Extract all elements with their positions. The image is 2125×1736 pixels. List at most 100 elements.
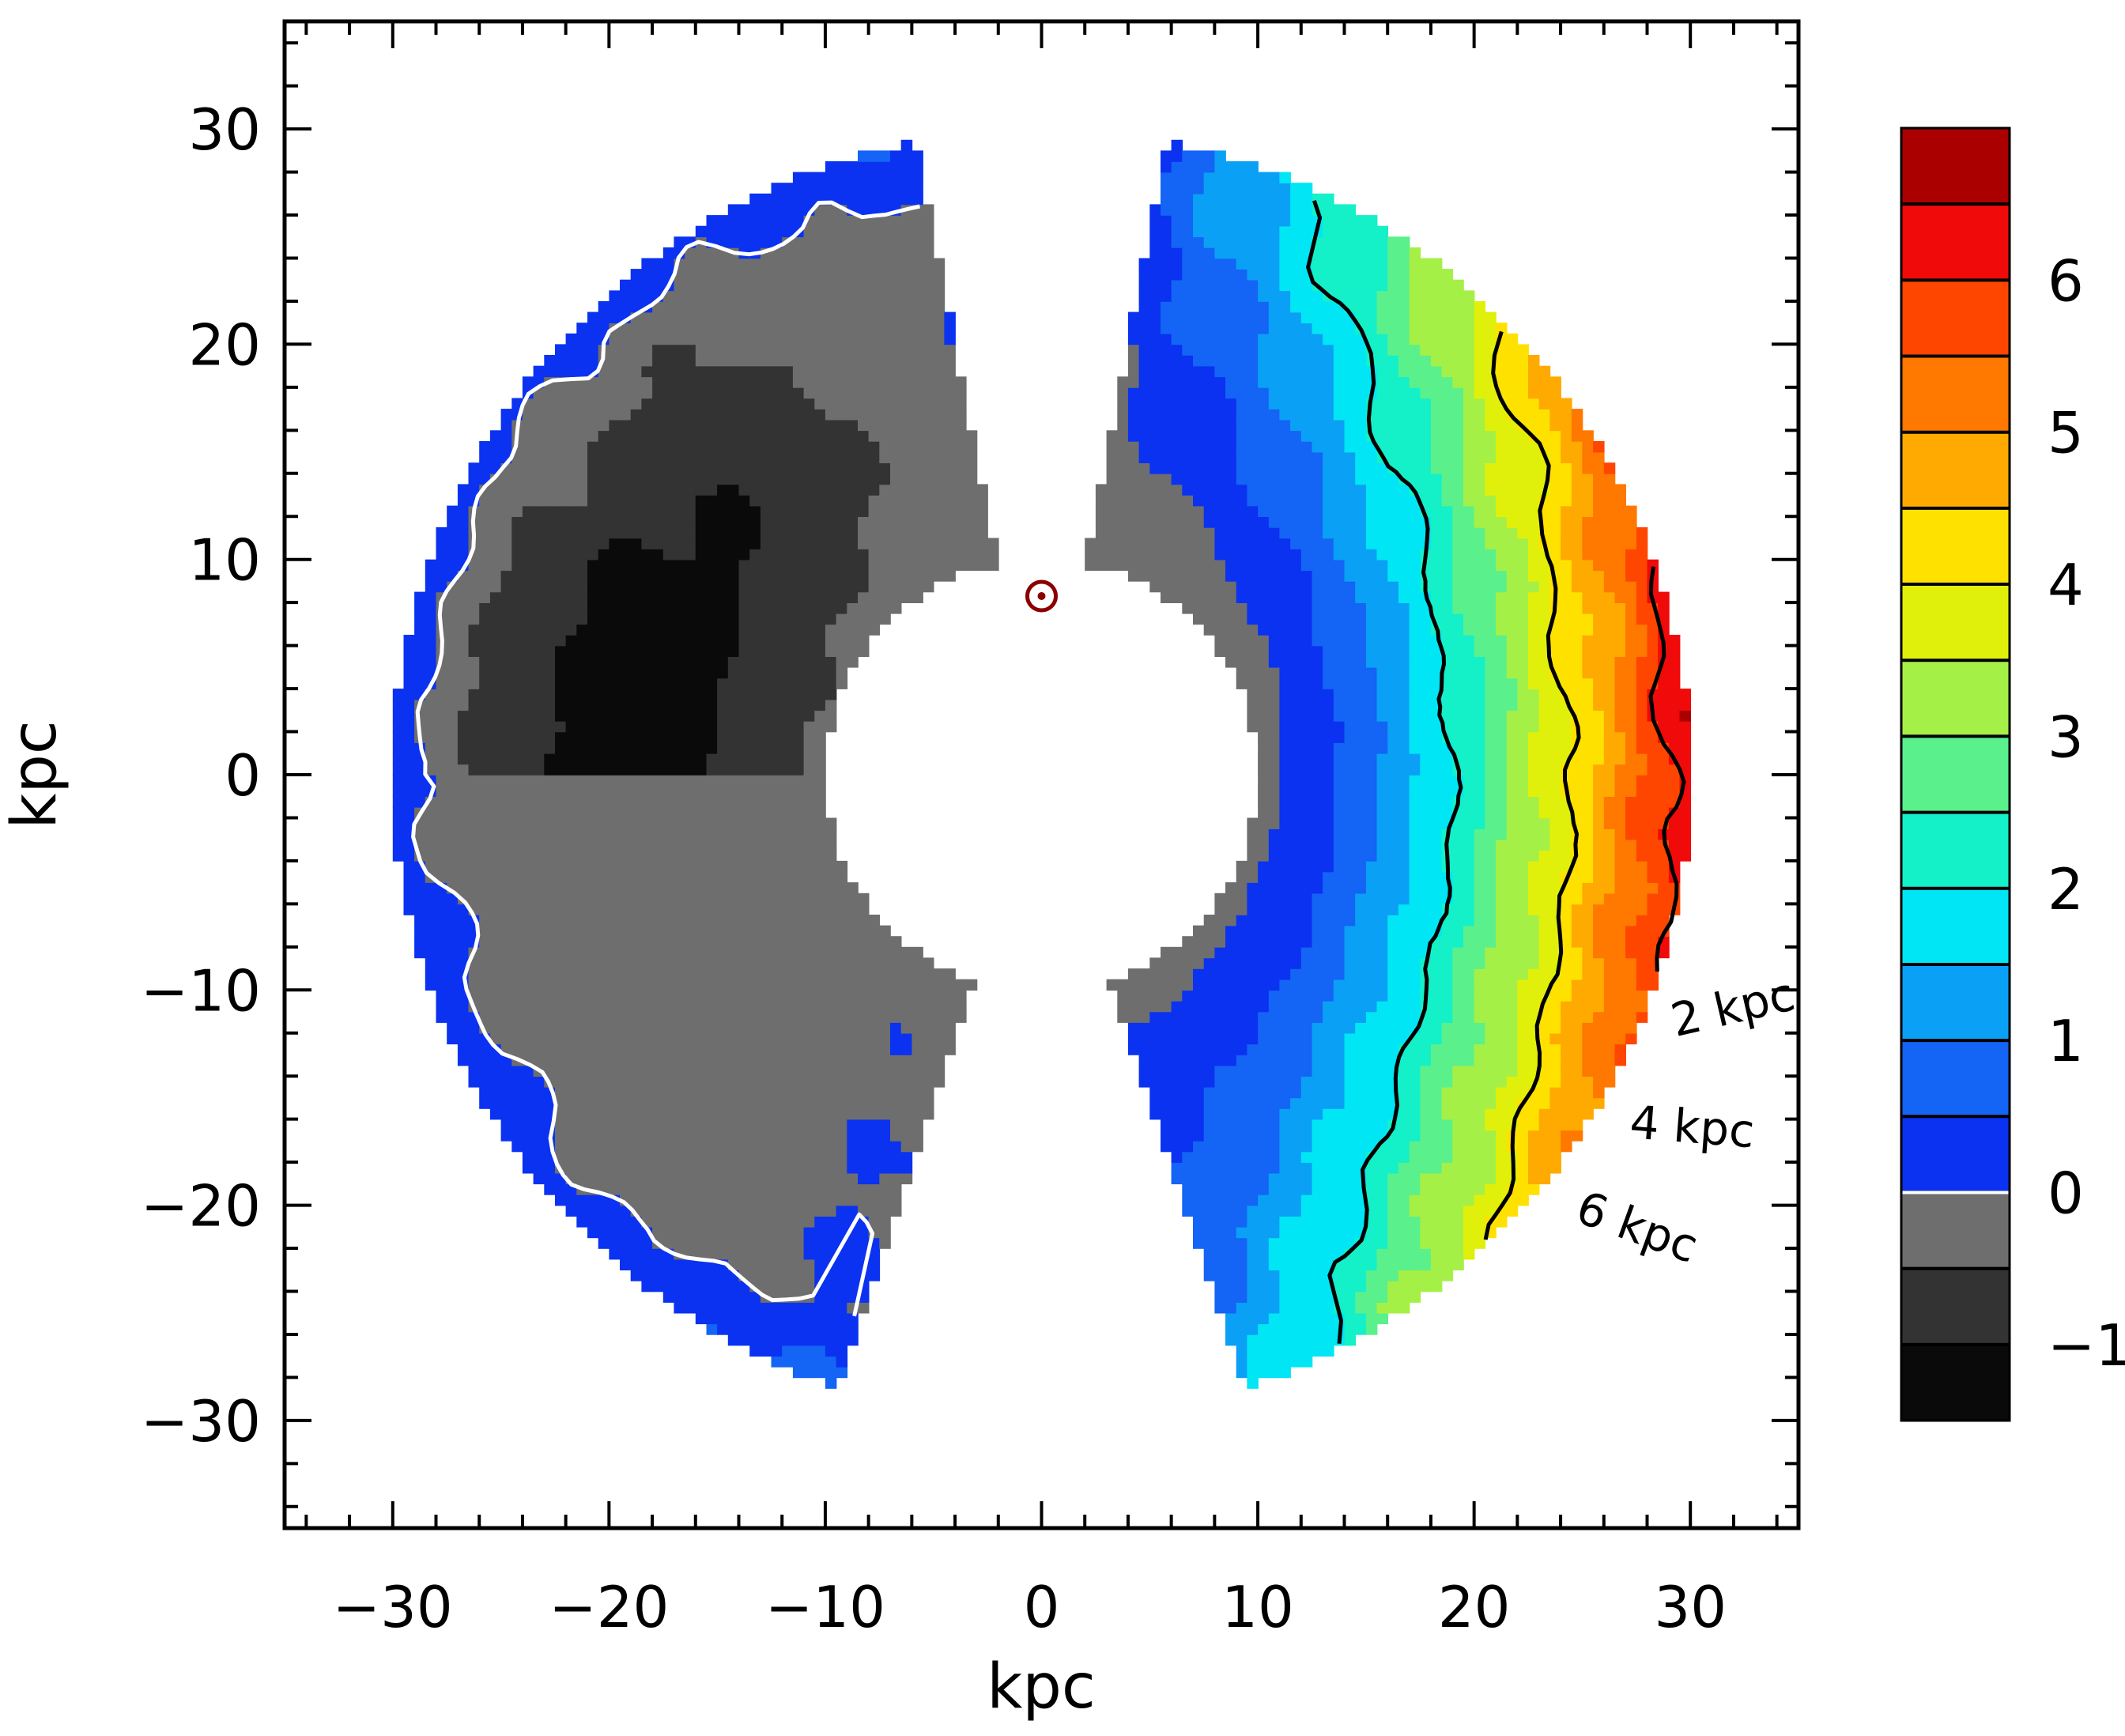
map-cell xyxy=(879,1011,891,1023)
map-cell xyxy=(727,850,740,862)
map-cell xyxy=(662,1280,675,1293)
map-cell xyxy=(890,150,902,162)
map-cell xyxy=(641,473,653,485)
map-cell xyxy=(706,398,718,409)
map-cell xyxy=(662,764,675,776)
map-cell xyxy=(1127,1043,1140,1055)
map-cell xyxy=(738,990,750,1002)
map-cell xyxy=(685,1302,696,1314)
map-cell xyxy=(1236,1216,1248,1228)
map-cell xyxy=(1138,484,1151,496)
map-cell xyxy=(749,376,761,388)
map-cell xyxy=(489,495,502,507)
map-cell xyxy=(912,559,923,572)
map-cell xyxy=(1117,559,1129,572)
map-cell xyxy=(890,1086,902,1099)
map-cell xyxy=(620,279,632,292)
map-cell xyxy=(662,1043,675,1055)
map-cell xyxy=(933,311,945,323)
map-cell xyxy=(792,828,805,840)
map-cell xyxy=(544,1022,556,1034)
map-cell xyxy=(533,538,545,549)
map-cell xyxy=(900,279,913,292)
map-cell xyxy=(674,311,685,323)
map-cell xyxy=(533,505,545,517)
map-cell xyxy=(900,538,913,549)
map-cell xyxy=(814,1237,826,1249)
map-cell xyxy=(652,753,664,765)
map-cell xyxy=(717,1312,729,1325)
map-cell xyxy=(760,828,772,840)
map-cell xyxy=(738,656,750,668)
map-cell xyxy=(1236,936,1248,948)
map-cell xyxy=(544,828,556,840)
map-cell xyxy=(890,1151,902,1163)
map-cell xyxy=(1214,451,1226,463)
map-cell xyxy=(825,570,837,582)
map-cell xyxy=(912,1097,923,1109)
map-cell xyxy=(814,247,826,259)
map-cell xyxy=(923,1055,934,1066)
map-cell xyxy=(641,1162,653,1174)
map-cell xyxy=(738,355,750,367)
map-cell xyxy=(738,505,750,517)
map-cell xyxy=(727,570,740,582)
map-cell xyxy=(955,505,967,517)
map-cell xyxy=(879,215,891,227)
map-cell xyxy=(792,1151,805,1163)
map-cell xyxy=(1171,990,1183,1002)
map-cell xyxy=(900,172,913,183)
map-cell xyxy=(511,473,523,485)
map-cell xyxy=(685,871,696,883)
map-cell xyxy=(825,915,837,926)
map-cell xyxy=(836,602,848,614)
map-cell xyxy=(727,1162,740,1174)
map-cell xyxy=(836,355,848,367)
map-cell xyxy=(814,742,826,754)
map-cell xyxy=(555,526,567,539)
map-cell xyxy=(620,1000,632,1013)
map-cell xyxy=(1171,204,1183,216)
map-cell xyxy=(522,409,534,421)
map-cell xyxy=(576,871,588,883)
map-cell xyxy=(727,484,740,496)
map-cell xyxy=(1161,1000,1172,1013)
map-cell xyxy=(944,1011,956,1023)
map-cell xyxy=(1193,225,1205,238)
map-cell xyxy=(1161,204,1172,216)
map-cell xyxy=(782,1226,794,1239)
map-cell xyxy=(749,936,761,948)
map-cell xyxy=(727,1280,740,1293)
map-cell xyxy=(609,624,621,636)
map-cell xyxy=(544,462,556,474)
map-cell xyxy=(522,559,534,572)
map-cell xyxy=(695,602,708,614)
map-cell xyxy=(890,398,902,409)
map-cell xyxy=(771,258,783,270)
map-cell xyxy=(479,946,491,959)
map-cell xyxy=(1203,1032,1216,1045)
map-cell xyxy=(738,645,750,657)
map-cell xyxy=(587,1162,599,1174)
map-cell xyxy=(858,591,870,603)
map-cell xyxy=(760,441,772,453)
map-cell xyxy=(489,720,502,733)
map-cell xyxy=(652,635,664,647)
map-cell xyxy=(674,301,685,313)
map-cell xyxy=(479,775,491,787)
map-cell xyxy=(1138,301,1151,313)
map-cell xyxy=(879,925,891,937)
map-cell xyxy=(662,1172,675,1185)
map-cell xyxy=(1193,516,1205,528)
map-cell xyxy=(695,1108,708,1120)
map-cell xyxy=(1225,225,1237,238)
map-cell xyxy=(1236,904,1248,915)
map-cell xyxy=(1171,549,1183,560)
map-cell xyxy=(717,495,729,507)
map-cell xyxy=(771,839,783,851)
map-cell xyxy=(587,376,599,388)
map-cell xyxy=(868,323,881,334)
map-cell xyxy=(727,225,740,238)
map-cell xyxy=(1182,580,1194,593)
map-cell xyxy=(425,720,437,733)
